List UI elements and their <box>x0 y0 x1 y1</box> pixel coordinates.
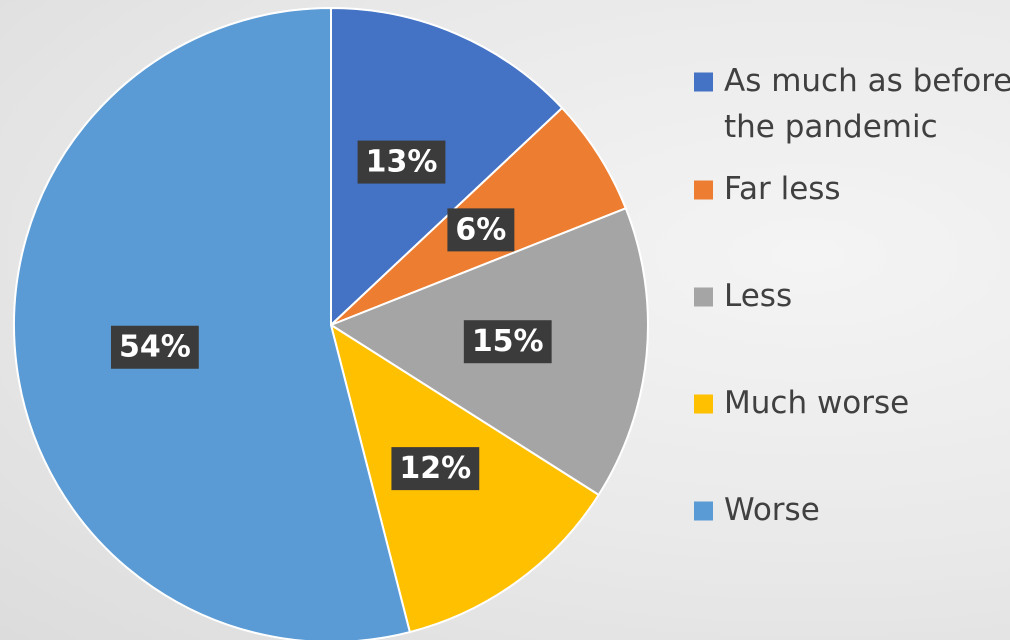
data-label-box-as-much-as-before-the-pandemic <box>357 140 446 184</box>
data-labels: 13% 6% 15% 12% 54% <box>110 140 552 491</box>
data-label-box-less <box>463 320 552 364</box>
legend-swatch-much-worse <box>694 394 713 414</box>
legend-label-worse: Worse <box>724 492 820 528</box>
data-label-worse: 54% <box>119 330 191 365</box>
data-label-box-far-less <box>447 208 515 252</box>
data-label-box-much-worse <box>391 447 480 491</box>
legend-swatch-as-much-as-before-the-pandemic <box>694 72 713 92</box>
data-label-far-less: 6% <box>455 212 506 247</box>
legend-swatch-far-less <box>694 180 713 200</box>
legend-label-much-worse: Much worse <box>724 385 909 421</box>
legend: As much as before the pandemic Far less Les… <box>694 63 1010 528</box>
data-label-box-worse <box>110 325 199 369</box>
data-label-much-worse: 12% <box>399 451 471 486</box>
legend-label-far-less: Far less <box>724 171 841 207</box>
legend-label-less: Less <box>724 278 792 314</box>
legend-label-as-much-as-before-the-pandemic: As much as before the pandemic <box>724 63 1010 145</box>
data-label-less: 15% <box>472 324 544 359</box>
legend-swatch-worse <box>694 501 713 521</box>
pie-slice-as-much-as-before-the-pandemic <box>330 6 564 328</box>
pie-slice-worse <box>13 6 412 640</box>
legend-swatch-less <box>694 287 713 307</box>
data-label-as-much-as-before-the-pandemic: 13% <box>366 145 438 180</box>
pie-slices <box>13 6 649 640</box>
